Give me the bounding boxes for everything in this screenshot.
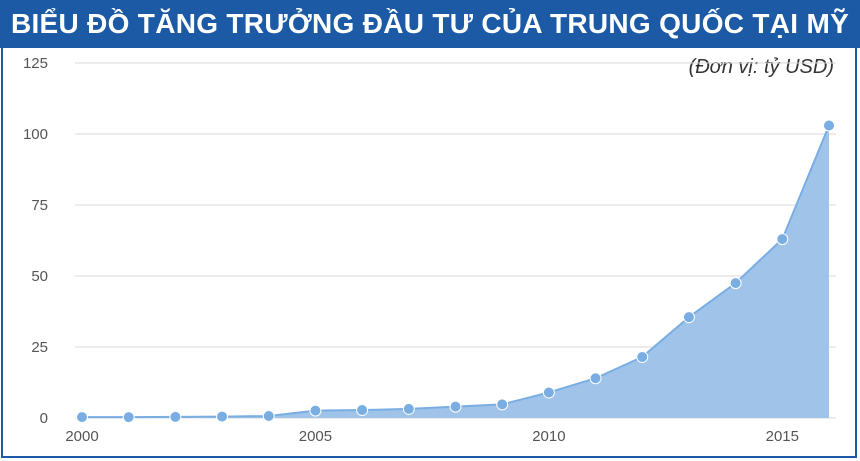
x-axis-ticks: 2000 2005 2010 2015 (65, 428, 799, 445)
x-tick-label: 2010 (532, 428, 565, 445)
y-tick-label: 25 (31, 339, 48, 356)
y-axis-ticks: 0 25 50 75 100 125 (23, 55, 48, 427)
x-tick-label: 2015 (766, 428, 799, 445)
chart-title: BIỂU ĐỒ TĂNG TRƯỞNG ĐẦU TƯ CỦA TRUNG QUỐ… (10, 8, 850, 39)
data-point (262, 410, 275, 423)
title-bar: BIỂU ĐỒ TĂNG TRƯỞNG ĐẦU TƯ CỦA TRUNG QUỐ… (0, 0, 860, 48)
data-point (682, 311, 695, 324)
data-point (589, 372, 602, 385)
data-point (776, 233, 789, 246)
chart-border (1, 48, 857, 458)
x-tick-label: 2000 (65, 428, 98, 445)
series-area (82, 125, 829, 418)
marker-layer (76, 119, 835, 424)
data-point (496, 398, 509, 411)
data-point (122, 411, 135, 424)
x-tick-label: 2005 (299, 428, 332, 445)
data-point (402, 402, 415, 415)
data-point (169, 410, 182, 423)
data-point (356, 404, 369, 417)
data-point (449, 400, 462, 413)
y-tick-label: 0 (40, 410, 48, 427)
data-point (823, 119, 835, 132)
data-point (729, 277, 742, 290)
y-tick-label: 50 (31, 268, 48, 285)
area-layer (82, 125, 830, 419)
data-point (636, 350, 649, 363)
y-tick-label: 75 (31, 197, 48, 214)
unit-label: (Đơn vị: tỷ USD) (688, 56, 834, 78)
data-point (309, 404, 322, 417)
data-point (216, 410, 229, 423)
y-tick-label: 125 (23, 55, 48, 72)
data-point (76, 411, 88, 424)
data-point (542, 386, 555, 399)
y-tick-label: 100 (23, 126, 48, 143)
